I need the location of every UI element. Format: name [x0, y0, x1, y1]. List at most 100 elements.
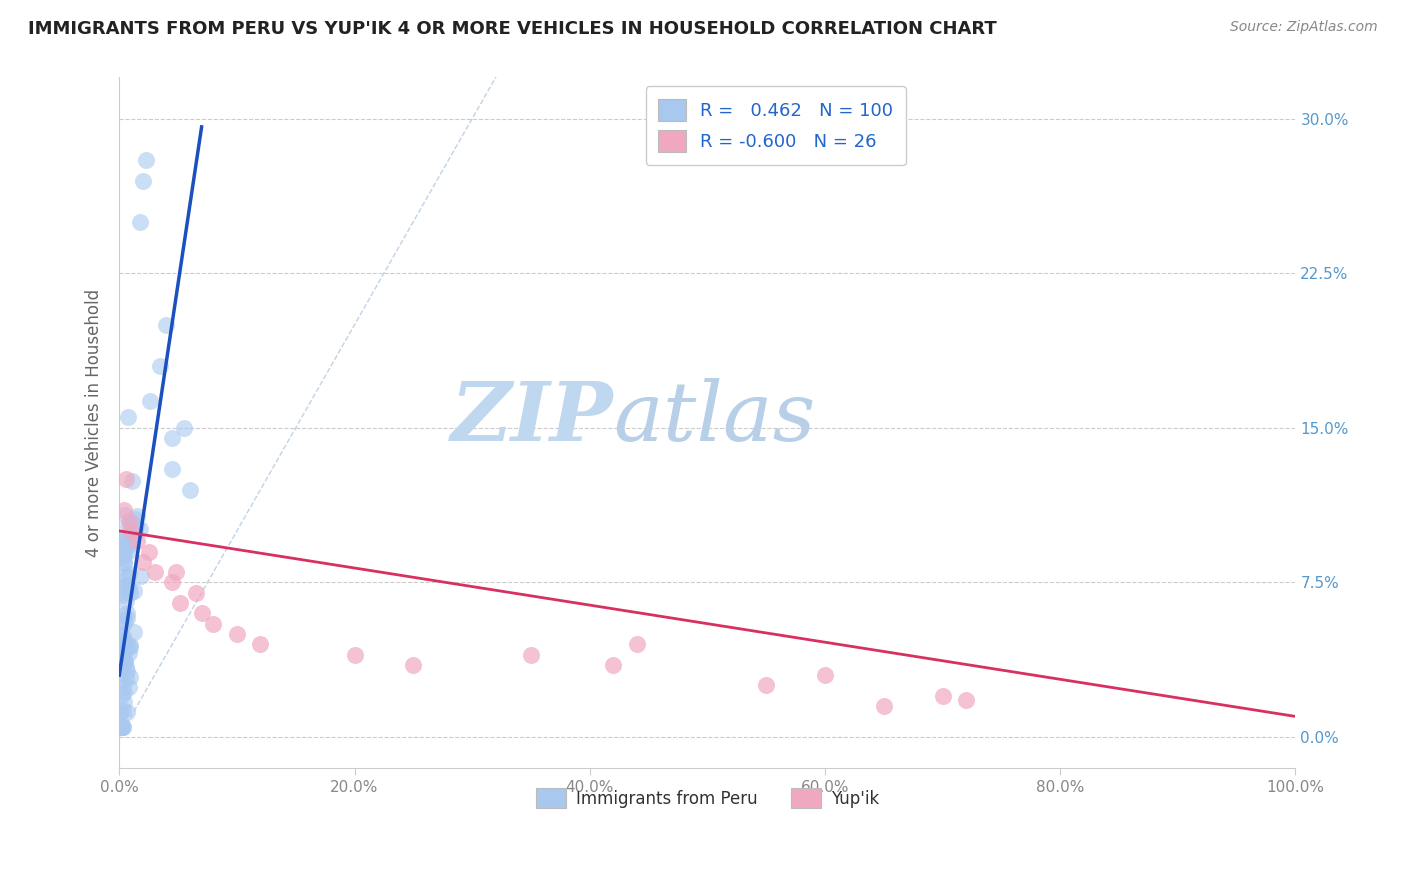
- Point: [118, 514, 141, 528]
- Point: [118, 638, 141, 652]
- Point: [111, 585, 134, 599]
- Point: [202, 616, 225, 631]
- Point: [110, 720, 132, 734]
- Point: [112, 556, 135, 570]
- Text: Source: ZipAtlas.com: Source: ZipAtlas.com: [1230, 20, 1378, 34]
- Point: [111, 638, 134, 652]
- Point: [117, 664, 139, 678]
- Point: [115, 606, 138, 620]
- Point: [110, 720, 132, 734]
- Point: [129, 215, 152, 229]
- Point: [111, 618, 134, 632]
- Point: [184, 586, 207, 600]
- Point: [111, 641, 134, 656]
- Point: [520, 648, 543, 662]
- Point: [160, 431, 183, 445]
- Point: [112, 644, 135, 658]
- Point: [108, 660, 131, 674]
- Point: [117, 545, 139, 559]
- Point: [114, 508, 136, 523]
- Point: [118, 681, 141, 695]
- Point: [114, 635, 136, 649]
- Point: [114, 567, 136, 582]
- Point: [160, 462, 183, 476]
- Point: [110, 653, 132, 667]
- Point: [120, 516, 142, 530]
- Point: [114, 594, 136, 608]
- Point: [112, 720, 135, 734]
- Point: [110, 720, 132, 734]
- Point: [110, 720, 132, 734]
- Point: [190, 607, 212, 621]
- Point: [111, 588, 134, 602]
- Point: [169, 596, 191, 610]
- Point: [165, 565, 187, 579]
- Point: [127, 509, 149, 524]
- Point: [124, 523, 146, 537]
- Point: [132, 555, 155, 569]
- Point: [149, 359, 172, 373]
- Point: [108, 667, 131, 681]
- Point: [118, 646, 141, 660]
- Point: [179, 483, 201, 497]
- Point: [115, 660, 138, 674]
- Point: [125, 534, 148, 549]
- Point: [873, 699, 896, 714]
- Point: [115, 540, 138, 554]
- Point: [143, 565, 166, 579]
- Text: IMMIGRANTS FROM PERU VS YUP'IK 4 OR MORE VEHICLES IN HOUSEHOLD CORRELATION CHART: IMMIGRANTS FROM PERU VS YUP'IK 4 OR MORE…: [28, 20, 997, 37]
- Point: [128, 522, 150, 536]
- Point: [112, 539, 135, 553]
- Point: [160, 575, 183, 590]
- Point: [110, 705, 132, 719]
- Point: [120, 586, 142, 600]
- Point: [115, 577, 138, 591]
- Point: [112, 636, 135, 650]
- Point: [112, 556, 135, 570]
- Point: [112, 543, 135, 558]
- Point: [117, 639, 139, 653]
- Point: [135, 153, 157, 167]
- Point: [110, 720, 132, 734]
- Point: [112, 651, 135, 665]
- Point: [124, 512, 146, 526]
- Point: [402, 657, 425, 672]
- Text: ZIP: ZIP: [451, 377, 613, 458]
- Point: [112, 580, 135, 594]
- Point: [115, 472, 138, 486]
- Point: [955, 693, 977, 707]
- Point: [173, 421, 195, 435]
- Point: [122, 584, 145, 599]
- Point: [112, 547, 135, 561]
- Point: [117, 535, 139, 549]
- Point: [111, 653, 134, 667]
- Point: [139, 393, 162, 408]
- Point: [112, 680, 135, 694]
- Point: [117, 518, 139, 533]
- Point: [343, 648, 366, 662]
- Point: [112, 629, 135, 643]
- Point: [112, 547, 135, 561]
- Point: [118, 523, 141, 537]
- Point: [112, 685, 135, 699]
- Point: [110, 706, 132, 721]
- Point: [112, 607, 135, 622]
- Point: [110, 627, 132, 641]
- Point: [115, 530, 138, 544]
- Point: [114, 656, 136, 670]
- Point: [602, 657, 624, 672]
- Point: [125, 517, 148, 532]
- Point: [120, 524, 142, 538]
- Point: [111, 541, 134, 555]
- Point: [115, 610, 138, 624]
- Point: [132, 173, 155, 187]
- Legend: Immigrants from Peru, Yup'ik: Immigrants from Peru, Yup'ik: [529, 781, 886, 815]
- Point: [111, 688, 134, 702]
- Point: [155, 318, 177, 332]
- Point: [225, 627, 247, 641]
- Point: [122, 624, 145, 639]
- Point: [110, 720, 132, 734]
- Point: [120, 640, 142, 655]
- Point: [112, 720, 135, 734]
- Text: atlas: atlas: [613, 377, 815, 458]
